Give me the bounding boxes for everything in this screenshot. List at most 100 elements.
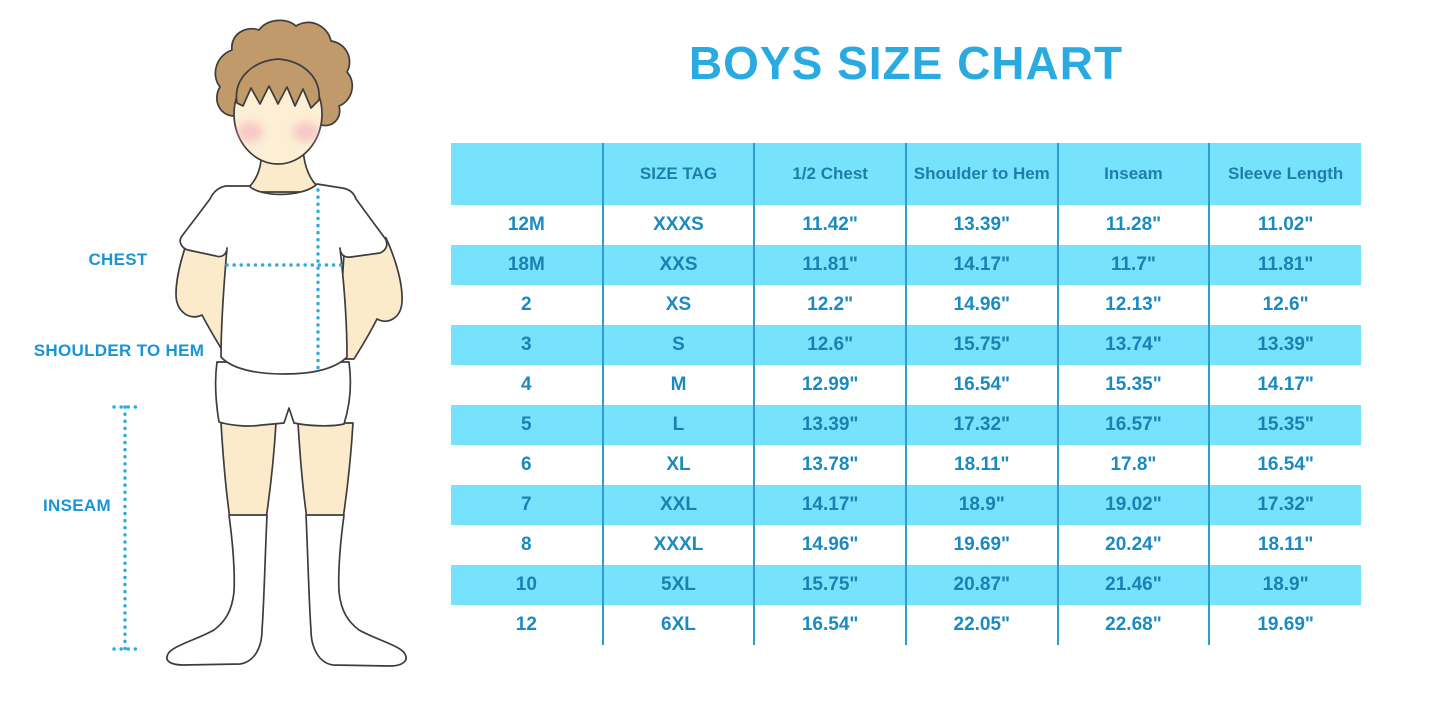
measurement-cell: XXXS (601, 205, 755, 245)
table-row: 2 XS 12.2" 14.96" 12.13" 12.6" (451, 285, 1361, 325)
size-cell: 12 (515, 614, 537, 635)
table-row: 7 XXL 14.17" 18.9" 19.02" 17.32" (451, 485, 1361, 525)
column-header-1-2-chest: 1/2 Chest (753, 143, 906, 205)
measurement-cell: 14.96" (753, 525, 906, 565)
measurement-cell: 14.96" (904, 285, 1058, 325)
measurement-cell: XXL (601, 485, 755, 525)
measurement-cell: 13.39" (1208, 325, 1361, 365)
column-header-shoulder-to-hem: Shoulder to Hem (904, 143, 1058, 205)
measurement-cell: S (601, 325, 755, 365)
measurement-cell: 12.2" (753, 285, 906, 325)
measurement-cell: 19.69" (1208, 605, 1361, 645)
size-cell: 3 (451, 325, 603, 365)
measurement-cell: 11.81" (1208, 245, 1361, 285)
shoulder-to-hem-label: SHOULDER TO HEM (33, 341, 205, 360)
table-row: 10 5XL 15.75" 20.87" 21.46" 18.9" (451, 565, 1361, 605)
measurement-cell: 15.35" (1056, 365, 1210, 405)
size-cell: 12M (507, 214, 545, 235)
measurement-cell: 19.69" (904, 525, 1058, 565)
measurement-cell: 15.75" (904, 325, 1058, 365)
measurement-cell: 20.24" (1056, 525, 1210, 565)
measurement-cell: 16.54" (904, 365, 1058, 405)
measurement-cell: 11.42" (753, 205, 906, 245)
hair-fringe (235, 58, 320, 109)
measurement-cell: 18.11" (1208, 525, 1361, 565)
measurement-cell: 15.35" (1208, 405, 1361, 445)
header-row: SIZE TAG 1/2 Chest Shoulder to Hem Inseam Sl… (451, 143, 1361, 205)
table-row: 8 XXXL 14.96" 19.69" 20.24" 18.11" (451, 525, 1361, 565)
measurement-cell: 22.68" (1056, 605, 1210, 645)
measurement-cell: 22.05" (904, 605, 1058, 645)
measurement-cell: 16.54" (1208, 445, 1361, 485)
left-leg (220, 422, 277, 520)
measurement-cell: 13.78" (753, 445, 906, 485)
left-sock (166, 514, 268, 666)
measurement-cell: 5XL (601, 565, 755, 605)
boys-size-table: SIZE TAG 1/2 Chest Shoulder to Hem Inseam Sl… (451, 143, 1361, 645)
size-cell: 4 (521, 374, 532, 395)
measurement-cell: 12.99" (753, 365, 906, 405)
measurement-cell: 20.87" (904, 565, 1058, 605)
size-table-container: SIZE TAG 1/2 Chest Shoulder to Hem Inseam Sl… (451, 143, 1361, 645)
right-leg (297, 422, 354, 520)
shorts (214, 361, 352, 427)
size-cell: 8 (521, 534, 532, 555)
page-title: BOYS SIZE CHART (688, 37, 1124, 89)
table-row: 4 M 12.99" 16.54" 15.35" 14.17" (451, 365, 1361, 405)
measurement-cell: 17.8" (1056, 445, 1210, 485)
measurement-cell: 14.17" (904, 245, 1058, 285)
measurement-cell: 12.6" (753, 325, 906, 365)
t-shirt (179, 183, 388, 375)
table-row: 3 S 12.6" 15.75" 13.74" 13.39" (451, 325, 1361, 365)
table-row: 12M XXXS 11.42" 13.39" 11.28" 11.02" (451, 205, 1361, 245)
measurement-cell: L (601, 405, 755, 445)
measurement-cell: 11.28" (1056, 205, 1210, 245)
measurement-cell: 18.9" (904, 485, 1058, 525)
measurement-cell: XXXL (601, 525, 755, 565)
size-cell: 10 (451, 565, 603, 605)
measurement-cell: 21.46" (1056, 565, 1210, 605)
measurement-cell: 16.57" (1056, 405, 1210, 445)
boy-measurement-figure (112, 19, 407, 667)
size-cell: 5 (451, 405, 603, 445)
cheeks (237, 122, 319, 142)
size-cell: 2 (521, 294, 532, 315)
measurement-cell: 17.32" (904, 405, 1058, 445)
measurement-cell: 6XL (601, 605, 755, 645)
inseam-label: INSEAM (43, 496, 111, 515)
measurement-cell: XXS (601, 245, 755, 285)
measurement-cell: 13.39" (904, 205, 1058, 245)
chest-label: CHEST (88, 250, 148, 269)
measurement-cell: 14.17" (1208, 365, 1361, 405)
measurement-cell: 13.39" (753, 405, 906, 445)
size-table-body: 12M XXXS 11.42" 13.39" 11.28" 11.02" 18M XXS 11.… (451, 205, 1361, 645)
table-row: 6 XL 13.78" 18.11" 17.8" 16.54" (451, 445, 1361, 485)
measurement-cell: 12.13" (1056, 285, 1210, 325)
column-header-inseam: Inseam (1056, 143, 1210, 205)
size-cell: 6 (521, 454, 532, 475)
measurement-cell: 11.02" (1208, 205, 1361, 245)
size-table-header: SIZE TAG 1/2 Chest Shoulder to Hem Inseam Sl… (451, 143, 1361, 205)
measurement-cell: 18.11" (904, 445, 1058, 485)
measurement-cell: 15.75" (753, 565, 906, 605)
column-header-sleeve-length: Sleeve Length (1208, 143, 1361, 205)
table-row: 12 6XL 16.54" 22.05" 22.68" 19.69" (451, 605, 1361, 645)
measurement-cell: 13.74" (1056, 325, 1210, 365)
measurement-cell: 18.9" (1208, 565, 1361, 605)
measurement-cell: 17.32" (1208, 485, 1361, 525)
measurement-cell: 19.02" (1056, 485, 1210, 525)
measurement-cell: M (601, 365, 755, 405)
table-row: 18M XXS 11.81" 14.17" 11.7" 11.81" (451, 245, 1361, 285)
size-cell: 7 (451, 485, 603, 525)
right-sock (305, 514, 407, 667)
column-header-size (451, 143, 603, 205)
measurement-lines (112, 188, 348, 651)
table-row: 5 L 13.39" 17.32" 16.57" 15.35" (451, 405, 1361, 445)
measurement-cell: 11.7" (1056, 245, 1210, 285)
column-header-size-tag: SIZE TAG (601, 143, 755, 205)
measurement-cell: 14.17" (753, 485, 906, 525)
size-cell: 18M (451, 245, 603, 285)
measurement-cell: 16.54" (753, 605, 906, 645)
measurement-cell: XL (601, 445, 755, 485)
